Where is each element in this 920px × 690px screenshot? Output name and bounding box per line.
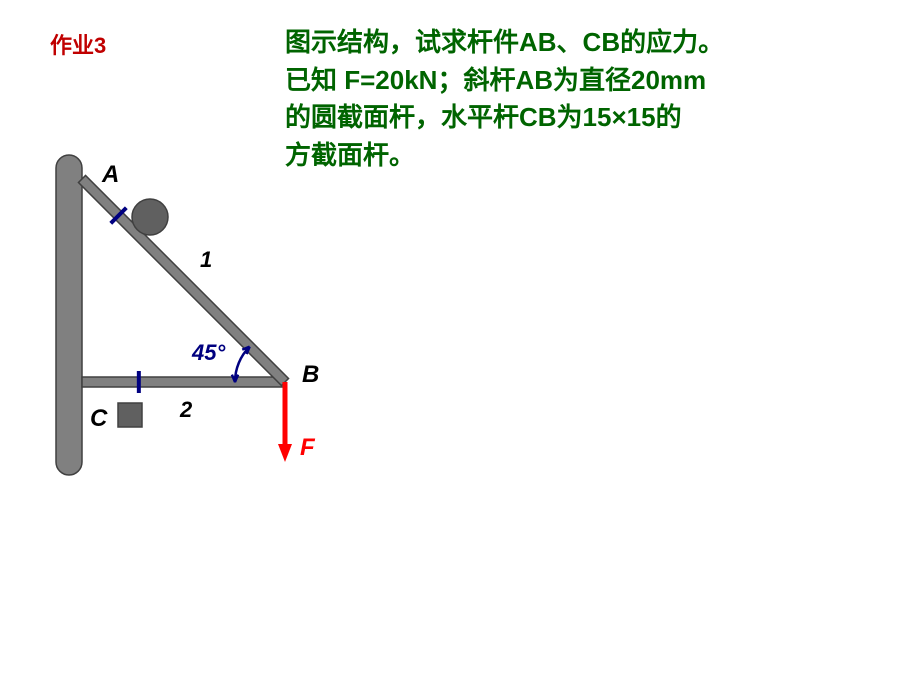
bar: [78, 175, 288, 385]
bar: [82, 377, 285, 387]
bar-number-label: 1: [200, 247, 212, 272]
problem-line: 图示结构，试求杆件AB、CB的应力。: [285, 24, 724, 62]
node-label-c: C: [90, 405, 108, 432]
support-column: [56, 155, 82, 475]
section-square-icon: [118, 403, 142, 427]
homework-label: 作业3: [50, 28, 106, 60]
problem-line: 已知 F=20kN；斜杆AB为直径20mm: [285, 62, 724, 100]
problem-text: 图示结构，试求杆件AB、CB的应力。 已知 F=20kN；斜杆AB为直径20mm…: [285, 24, 724, 175]
problem-line: 方截面杆。: [285, 137, 724, 175]
node-label-b: B: [302, 361, 319, 388]
truss-diagram: 45° F A B C 1 2: [50, 155, 350, 515]
angle-label: 45°: [191, 340, 225, 365]
force-arrow-head: [278, 444, 292, 462]
force-label: F: [300, 434, 316, 461]
homework-prefix: 作业: [50, 33, 94, 58]
bar-number-label: 2: [179, 397, 193, 422]
slide: 作业3 图示结构，试求杆件AB、CB的应力。 已知 F=20kN；斜杆AB为直径…: [0, 0, 920, 690]
section-circle-icon: [132, 199, 168, 235]
homework-number: 3: [94, 33, 106, 58]
node-label-a: A: [101, 161, 119, 188]
problem-line: 的圆截面杆，水平杆CB为15×15的: [285, 99, 724, 137]
